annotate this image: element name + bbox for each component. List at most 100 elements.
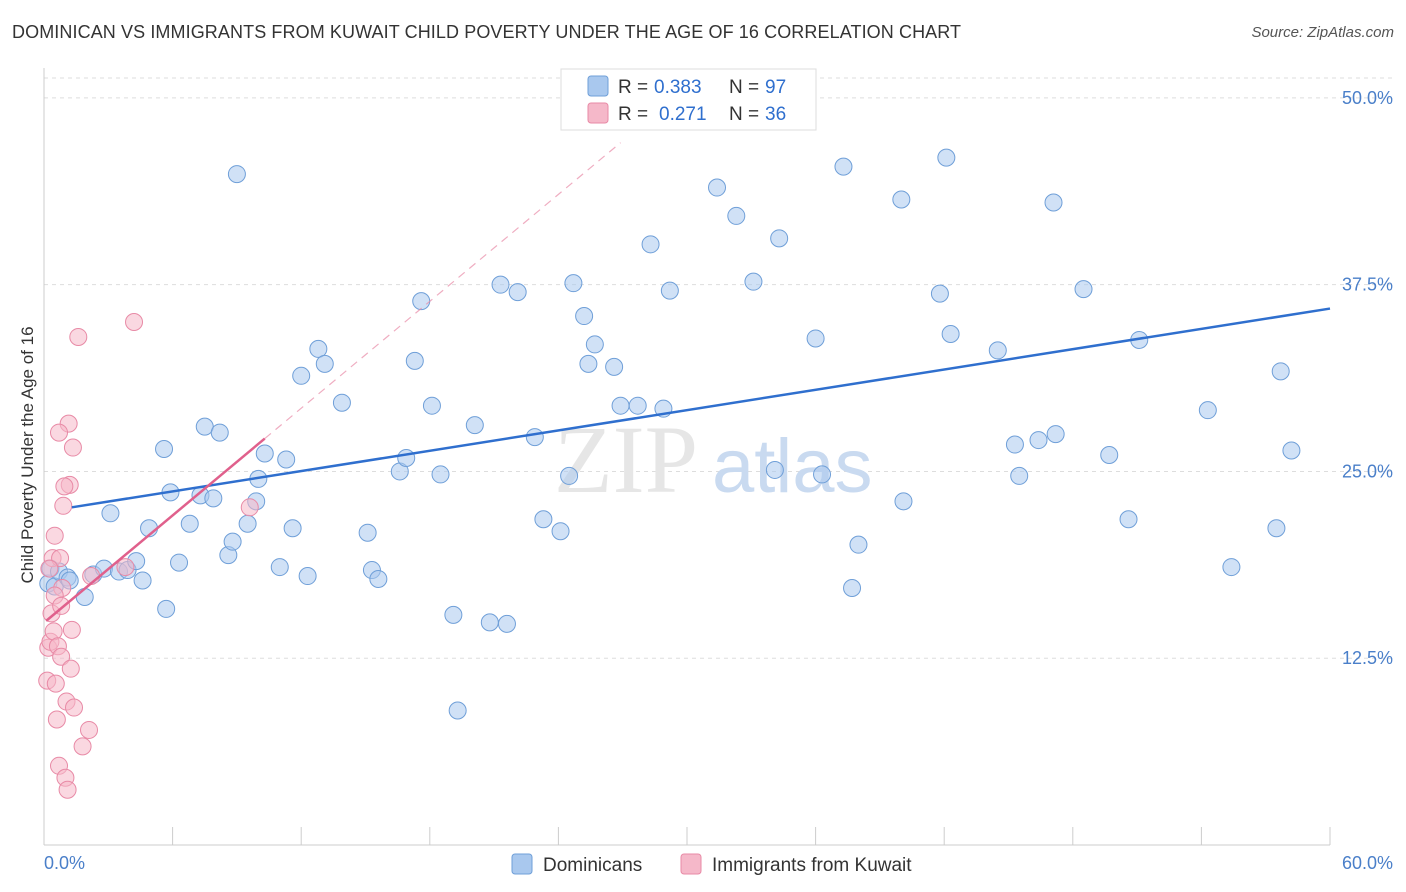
point-kuwait-8: [47, 710, 66, 729]
point-dominicans-47: [431, 465, 450, 484]
point-dominicans-36: [309, 339, 328, 358]
legend-swatch-blue: [587, 75, 609, 97]
bottom-legend-label-dominicans: Dominicans: [543, 855, 642, 876]
y-axis-tick-labels: 12.5% 25.0% 37.5% 50.0%: [1342, 88, 1393, 668]
point-dominicans-59: [564, 274, 583, 293]
bottom-legend-swatch-kuwait: [680, 853, 702, 875]
point-dominicans-79: [892, 190, 911, 209]
point-dominicans-77: [843, 578, 862, 597]
point-kuwait-25: [73, 737, 92, 756]
point-dominicans-9: [101, 504, 120, 523]
point-dominicans-31: [270, 558, 289, 577]
point-dominicans-86: [1010, 466, 1029, 485]
grid-lines: [44, 77, 1393, 659]
point-dominicans-61: [579, 354, 598, 373]
point-dominicans-63: [605, 357, 624, 376]
point-dominicans-35: [298, 567, 317, 586]
point-dominicans-65: [628, 396, 647, 415]
bottom-legend: Dominicans Immigrants from Kuwait: [511, 853, 912, 876]
point-dominicans-46: [422, 396, 441, 415]
point-dominicans-15: [155, 440, 174, 459]
point-dominicans-95: [1222, 558, 1241, 577]
trend-line-kuwait: [45, 437, 266, 622]
point-dominicans-34: [292, 366, 311, 385]
point-dominicans-70: [727, 206, 746, 225]
point-kuwait-5: [44, 622, 63, 641]
point-kuwait-35: [55, 477, 74, 496]
point-dominicans-18: [170, 553, 189, 572]
point-dominicans-89: [1046, 425, 1065, 444]
point-dominicans-88: [1044, 193, 1063, 212]
point-dominicans-73: [770, 229, 789, 248]
point-dominicans-91: [1100, 446, 1119, 465]
legend-swatch-pink: [587, 102, 609, 124]
point-dominicans-13: [133, 571, 152, 590]
trend-line-dominicans: [71, 307, 1331, 509]
point-dominicans-98: [1282, 441, 1301, 460]
point-dominicans-19: [180, 514, 199, 533]
point-dominicans-37: [315, 354, 334, 373]
legend-n-value-2: 36: [765, 104, 786, 125]
watermark: ZIP atlas: [554, 406, 873, 513]
point-kuwait-29: [125, 313, 144, 332]
point-dominicans-75: [813, 465, 832, 484]
point-dominicans-82: [937, 148, 956, 167]
point-dominicans-16: [157, 599, 176, 618]
point-dominicans-50: [465, 416, 484, 435]
point-dominicans-94: [1198, 401, 1217, 420]
legend-n-label-1: N =: [729, 77, 759, 98]
point-dominicans-90: [1074, 280, 1093, 299]
point-dominicans-97: [1271, 362, 1290, 381]
point-kuwait-17: [58, 780, 77, 799]
series-kuwait: [38, 313, 259, 799]
point-dominicans-78: [849, 535, 868, 554]
point-dominicans-64: [611, 396, 630, 415]
point-dominicans-45: [412, 292, 431, 311]
y-axis-title: Child Poverty Under the Age of 16: [18, 326, 37, 583]
point-kuwait-28: [116, 558, 135, 577]
point-dominicans-53: [497, 614, 516, 633]
point-dominicans-68: [660, 281, 679, 300]
point-dominicans-76: [834, 157, 853, 176]
point-dominicans-51: [480, 613, 499, 632]
point-kuwait-22: [63, 438, 82, 457]
point-dominicans-54: [508, 283, 527, 302]
point-dominicans-87: [1029, 431, 1048, 450]
y-tick-label-2: 37.5%: [1342, 275, 1393, 295]
point-kuwait-20: [61, 659, 80, 678]
chart-title: DOMINICAN VS IMMIGRANTS FROM KUWAIT CHIL…: [12, 22, 962, 42]
point-dominicans-6: [75, 587, 94, 606]
legend-n-label-2: N =: [729, 104, 759, 125]
point-dominicans-23: [210, 423, 229, 442]
point-kuwait-6: [45, 526, 64, 545]
point-dominicans-44: [405, 351, 424, 370]
point-dominicans-55: [525, 428, 544, 447]
point-kuwait-12: [52, 647, 71, 666]
point-dominicans-22: [204, 489, 223, 508]
point-dominicans-66: [641, 235, 660, 254]
point-dominicans-32: [277, 450, 296, 469]
point-dominicans-56: [534, 510, 553, 529]
point-dominicans-69: [708, 178, 727, 197]
y-tick-label-0: 12.5%: [1342, 648, 1393, 668]
x-tick-label-max: 60.0%: [1342, 853, 1393, 873]
point-dominicans-84: [988, 341, 1007, 360]
point-dominicans-60: [575, 307, 594, 326]
point-dominicans-85: [1005, 435, 1024, 454]
trend-line-kuwait-extension: [264, 142, 621, 440]
point-kuwait-33: [50, 423, 69, 442]
legend-n-value-1: 97: [765, 77, 786, 98]
point-dominicans-38: [332, 393, 351, 412]
x-axis-ticks: [43, 827, 1331, 845]
legend-r-label-2: R =: [618, 104, 648, 125]
point-dominicans-25: [223, 532, 242, 551]
point-dominicans-74: [806, 329, 825, 348]
point-dominicans-80: [894, 492, 913, 511]
point-dominicans-62: [585, 335, 604, 354]
y-tick-label-3: 50.0%: [1342, 88, 1393, 108]
point-dominicans-57: [551, 522, 570, 541]
chart-source: Source: ZipAtlas.com: [1251, 24, 1394, 41]
point-dominicans-41: [369, 570, 388, 589]
point-kuwait-24: [69, 327, 88, 346]
